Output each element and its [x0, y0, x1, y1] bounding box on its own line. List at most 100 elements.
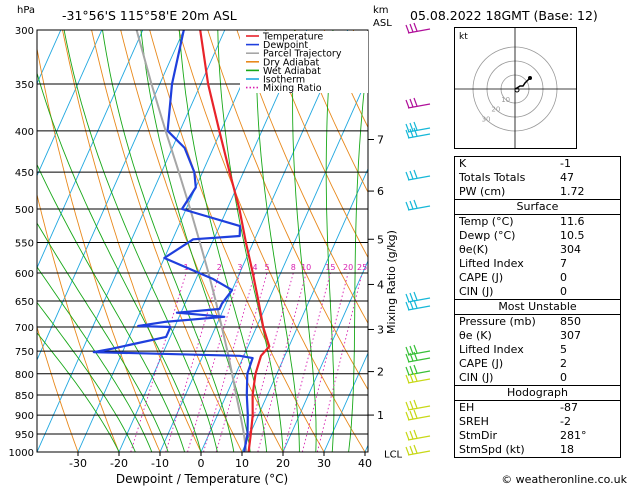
wind-barb-flag — [413, 97, 418, 107]
wind-barb-flag — [409, 352, 414, 362]
pressure-unit: hPa — [17, 5, 35, 16]
index-value: 304 — [560, 243, 581, 256]
wind-barb-flag — [405, 401, 410, 411]
wind-barb — [405, 444, 431, 456]
index-value: -1 — [560, 157, 571, 170]
hodograph-point — [528, 76, 532, 80]
legend-label: Isotherm — [263, 75, 305, 86]
wind-barb-flag — [405, 171, 410, 181]
isotherm-line — [200, 75, 368, 452]
dry-adiabat-line — [37, 325, 79, 452]
wind-barb-shaft — [407, 175, 431, 181]
wind-barb — [405, 199, 431, 211]
mixing-ratio-line — [257, 272, 307, 452]
datetime-title: 05.08.2022 18GMT (Base: 12) — [410, 8, 598, 23]
wind-barb-flag — [413, 444, 418, 454]
mixing-ratio-line — [130, 272, 187, 452]
wind-barb-flag — [413, 127, 418, 137]
km-tick-label: 1 — [377, 409, 384, 422]
index-row: Temp (°C) 11.6 — [455, 215, 620, 229]
index-row: θe(K) 304 — [455, 243, 620, 257]
wind-barb-flag — [413, 344, 418, 354]
mixing-ratio-line — [215, 272, 268, 452]
index-label: StmSpd (kt) — [459, 443, 525, 456]
mixing-ratio-label: 25 — [357, 263, 367, 272]
wind-barb-flag — [409, 23, 414, 33]
km-tick-label: 3 — [377, 323, 384, 336]
index-label: θe(K) — [459, 243, 489, 256]
index-value: 47 — [560, 171, 574, 184]
x-tick-label: 0 — [198, 457, 205, 470]
lcl-label: LCL — [384, 450, 403, 461]
wind-barb-flag — [413, 169, 418, 179]
index-value: 0 — [560, 271, 567, 284]
index-value: 0 — [560, 285, 567, 298]
dry-adiabat-line — [265, 30, 368, 259]
wind-barb-shaft — [407, 435, 431, 441]
wind-barb-flag — [409, 373, 414, 383]
x-tick-label: 30 — [317, 457, 331, 470]
isotherm-line — [37, 30, 185, 361]
index-label: CIN (J) — [459, 371, 494, 384]
wind-barb-flag — [405, 293, 410, 303]
isotherm-line — [282, 259, 368, 452]
legend-label: Dry Adiabat — [263, 57, 320, 68]
wind-barb-flag — [405, 301, 410, 311]
wind-barb — [405, 169, 431, 181]
pressure-tick-label: 550 — [15, 238, 34, 249]
legend-label: Temperature — [262, 32, 323, 43]
wind-barb-flag — [409, 292, 414, 302]
index-value: 18 — [560, 443, 574, 456]
index-row: Pressure (mb) 850 — [455, 315, 620, 329]
index-row: PW (cm) 1.72 — [455, 185, 620, 199]
hodograph-ring-label: 10 — [501, 96, 510, 104]
location-title: -31°56'S 115°58'E 20m ASL — [62, 8, 237, 23]
index-label: Lifted Index — [459, 343, 524, 356]
index-section-title: Hodograph — [455, 386, 620, 401]
index-value: 11.6 — [560, 215, 585, 228]
x-tick-label: -20 — [110, 457, 128, 470]
wind-barb-flag — [409, 122, 414, 132]
mixing-ratio-label: 10 — [301, 263, 311, 272]
mixing-ratio-line — [243, 272, 294, 452]
index-value: 5 — [560, 343, 567, 356]
wind-barb-shaft — [407, 370, 431, 376]
wind-barb-flag — [413, 22, 418, 32]
isotherm-line — [37, 30, 103, 177]
wind-barb — [405, 399, 431, 411]
mixing-ratio-label: 15 — [325, 263, 335, 272]
mixing-ratio-label: 8 — [291, 263, 296, 272]
wind-barb-flag — [413, 121, 418, 131]
wind-barb-flag — [409, 345, 414, 355]
mixing-ratio-label: 5 — [264, 263, 269, 272]
index-row: EH -87 — [455, 401, 620, 415]
mixing-ratio-label: 4 — [252, 263, 257, 272]
index-value: 0 — [560, 371, 567, 384]
isotherm-line — [37, 30, 226, 452]
legend-label: Dewpoint — [263, 40, 308, 51]
wind-barb — [405, 97, 431, 109]
mixing-ratio-label: 2 — [217, 263, 222, 272]
wind-barb-flag — [409, 128, 414, 138]
hodograph: kt 10 20 30 — [454, 27, 577, 149]
index-label: θe (K) — [459, 329, 492, 342]
index-value: -2 — [560, 415, 571, 428]
pressure-tick-label: 500 — [15, 205, 34, 216]
index-label: Pressure (mb) — [459, 315, 536, 328]
pressure-tick-label: 950 — [15, 430, 34, 441]
wet-adiabat-line — [37, 332, 120, 452]
wind-barb-flag — [409, 200, 414, 210]
wind-barb — [405, 344, 431, 356]
index-row: CIN (J) 0 — [455, 285, 620, 299]
index-row: SREH -2 — [455, 415, 620, 429]
index-label: Dewp (°C) — [459, 229, 516, 242]
hodograph-ring-label: 20 — [491, 106, 500, 114]
wind-barb-shaft — [407, 133, 431, 139]
legend-label: Parcel Trajectory — [263, 49, 342, 60]
wind-barb — [405, 127, 431, 139]
index-label: K — [459, 157, 467, 170]
dry-adiabat-line — [120, 30, 284, 452]
index-value: 307 — [560, 329, 581, 342]
